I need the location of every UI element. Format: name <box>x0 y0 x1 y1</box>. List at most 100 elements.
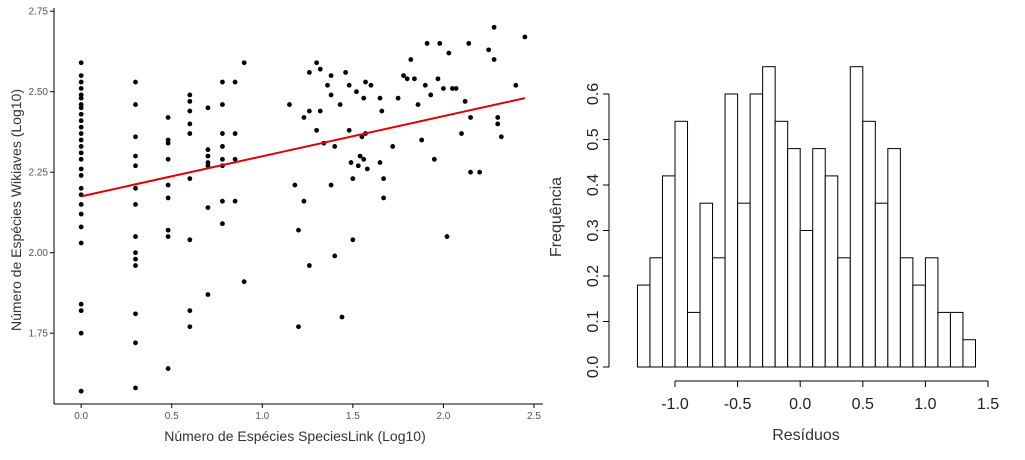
scatter-point <box>301 115 307 120</box>
scatter-point <box>133 311 138 317</box>
scatter-point <box>337 102 343 107</box>
scatter-point <box>328 73 334 79</box>
histogram-bar <box>661 175 676 368</box>
scatter-point <box>205 147 211 153</box>
scatter-point <box>491 57 497 62</box>
scatter-point <box>78 211 84 217</box>
scatter-point <box>395 95 401 101</box>
histogram-bar <box>962 339 976 368</box>
scatter-point <box>359 134 365 140</box>
scatter-point <box>379 108 385 114</box>
scatter-point <box>187 308 193 314</box>
histogram-bar <box>712 257 726 368</box>
scatter-point <box>498 134 504 140</box>
scatter-point <box>415 102 421 107</box>
scatter-x-tick-label: 2.0 <box>436 411 450 422</box>
scatter-point <box>133 153 138 159</box>
histogram-x-tick-label: -0.5 <box>724 396 752 413</box>
scatter-point <box>78 388 84 394</box>
histogram-bar <box>899 257 914 368</box>
scatter-point <box>364 166 370 172</box>
histogram-bar <box>687 311 701 368</box>
scatter-point <box>361 95 367 101</box>
histogram-axes: 0.0 0.1 0.2 0.3 0.4 0.5 0.6 -1.0 -0.5 0.0 0.5 1.0 1.… <box>585 83 999 413</box>
scatter-point <box>495 121 501 127</box>
scatter-point <box>317 108 323 114</box>
scatter-point <box>332 144 338 149</box>
scatter-point <box>241 279 247 285</box>
scatter-point <box>513 82 519 88</box>
scatter-point <box>287 102 292 107</box>
histogram-y-tick-label: 0.0 <box>585 356 602 378</box>
scatter-x-tick-label: 0.0 <box>74 411 88 422</box>
scatter-point <box>404 76 410 82</box>
scatter-point <box>368 82 374 88</box>
scatter-point <box>361 156 367 162</box>
scatter-y-tick-label: 2.00 <box>29 248 49 259</box>
scatter-point <box>377 95 383 101</box>
histogram-bar <box>812 148 826 368</box>
scatter-point <box>232 79 238 85</box>
regression-line <box>80 97 526 198</box>
scatter-point <box>232 198 238 204</box>
scatter-point <box>495 115 501 120</box>
histogram-bar <box>924 257 939 368</box>
scatter-point <box>205 205 211 211</box>
scatter-point <box>241 60 247 66</box>
scatter-point <box>424 41 430 46</box>
histogram-y-axis-label: Frequência <box>548 177 565 257</box>
scatter-point <box>306 108 312 114</box>
scatter-point <box>408 57 414 62</box>
scatter-point <box>354 89 359 95</box>
histogram-bar <box>949 311 964 368</box>
scatter-point <box>165 227 171 233</box>
scatter-point <box>477 169 483 175</box>
scatter-y-axis-label: Número de Espécies Wikiaves (Log10) <box>8 89 24 331</box>
scatter-point <box>187 98 193 104</box>
scatter-x-tick-label: 1.5 <box>346 411 360 422</box>
scatter-point <box>390 144 396 149</box>
scatter-point <box>205 153 211 159</box>
scatter-point <box>165 182 171 188</box>
scatter-point <box>428 92 434 98</box>
scatter-point <box>133 234 138 239</box>
scatter-point <box>462 98 468 104</box>
scatter-point <box>468 115 473 120</box>
scatter-point <box>133 185 138 191</box>
scatter-point <box>363 79 368 85</box>
scatter-point <box>78 240 84 246</box>
scatter-point <box>165 140 171 146</box>
scatter-point <box>187 176 193 182</box>
histogram-y-tick-label: 0.4 <box>585 174 602 196</box>
scatter-x-tick-label: 0.5 <box>165 411 179 422</box>
histogram-bar <box>649 257 663 368</box>
histogram-y-tick-label: 0.5 <box>585 128 602 150</box>
scatter-point <box>317 66 323 72</box>
scatter-point <box>350 237 356 243</box>
scatter-point <box>468 169 473 175</box>
scatter-point <box>332 253 338 259</box>
scatter-point <box>133 79 138 85</box>
scatter-point <box>133 385 138 391</box>
scatter-point <box>78 79 84 85</box>
scatter-point <box>435 76 441 82</box>
histogram-bar <box>874 202 889 368</box>
scatter-point <box>187 108 193 114</box>
histogram-y-tick-label: 0.2 <box>585 265 602 287</box>
scatter-point <box>133 340 138 346</box>
scatter-point <box>444 234 450 239</box>
histogram-bar <box>849 66 864 368</box>
scatter-point <box>133 102 138 107</box>
scatter-y-tick-label: 2.75 <box>29 7 49 18</box>
scatter-point <box>165 234 171 239</box>
scatter-point <box>205 105 211 111</box>
scatter-point <box>78 118 84 124</box>
scatter-point <box>232 156 238 162</box>
scatter-point <box>348 160 354 165</box>
scatter-point <box>453 86 459 91</box>
scatter-point <box>133 250 138 256</box>
scatter-point <box>78 330 84 336</box>
scatter-point <box>187 324 193 330</box>
scatter-point <box>220 79 225 85</box>
